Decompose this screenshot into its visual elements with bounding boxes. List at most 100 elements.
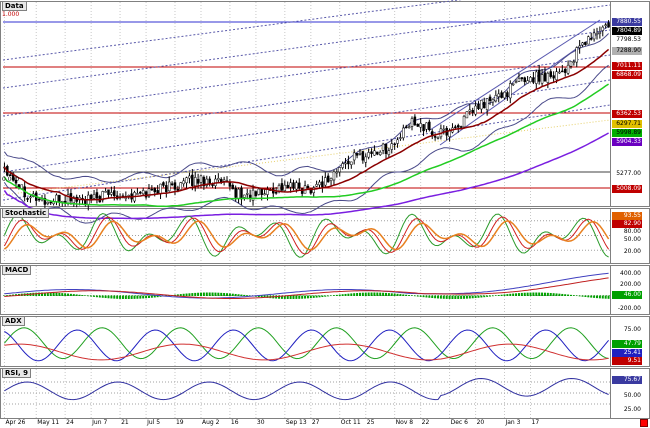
candle-body	[352, 152, 356, 161]
macd-histogram-bar	[38, 292, 41, 296]
macd-histogram-bar	[182, 293, 185, 296]
candle-body	[436, 136, 440, 139]
candle-body	[540, 74, 544, 84]
candle-body	[179, 182, 183, 190]
macd-histogram-bar	[552, 293, 555, 296]
candle-body	[286, 184, 289, 189]
candle-body	[601, 26, 605, 31]
candle-body	[370, 151, 373, 154]
macd-histogram-bar	[384, 292, 387, 296]
candle-body	[480, 99, 483, 110]
candle-body	[537, 69, 541, 82]
adx-axis-label: 47.79	[612, 340, 642, 348]
time-axis-label: 21	[121, 419, 129, 426]
macd-axis-label: -200.00	[612, 305, 642, 313]
candle-body	[260, 189, 263, 195]
macd-histogram-bar	[295, 295, 298, 299]
moving-average-green	[3, 83, 609, 208]
macd-histogram-bar	[382, 292, 385, 296]
candle-body	[170, 183, 174, 185]
candle-body	[298, 182, 301, 189]
macd-histogram-bar	[306, 295, 309, 299]
macd-axis-label: 200.00	[612, 281, 642, 289]
candle-body	[162, 182, 165, 186]
stochastic-axis-label: 82.90	[612, 220, 642, 228]
moving-average-red	[3, 48, 610, 201]
macd-histogram-bar	[500, 294, 503, 296]
corner-button[interactable]	[640, 419, 648, 427]
macd-histogram-bar	[569, 294, 572, 296]
candle-body	[347, 160, 350, 165]
macd-histogram-bar	[431, 295, 434, 299]
candle-body	[442, 128, 446, 131]
price-axis-label: 5904.33	[612, 138, 642, 146]
macd-histogram-bar	[486, 295, 489, 297]
macd-histogram-bar	[95, 295, 98, 298]
macd-histogram-bar	[344, 293, 347, 296]
stochastic-pane-label: Stochastic	[2, 208, 50, 218]
time-axis-label: 16	[230, 419, 239, 426]
macd-histogram-bar	[327, 295, 330, 297]
macd-histogram-bar	[541, 292, 544, 296]
price-axis-label: 7288.90	[612, 47, 642, 55]
candle-body	[457, 125, 460, 128]
candle-body	[55, 194, 58, 202]
stoch-slow-line	[3, 220, 610, 251]
macd-histogram-bar	[237, 294, 240, 296]
fib-level-label: 1.000	[2, 11, 20, 18]
macd-histogram-bar	[506, 294, 509, 296]
candle-body	[416, 123, 420, 127]
candle-body	[332, 171, 336, 181]
time-axis-label: Oct 11	[340, 419, 361, 426]
macd-histogram-bar	[529, 292, 532, 296]
price-axis-label: 5998.89	[612, 129, 642, 137]
macd-histogram-bar	[604, 295, 607, 299]
macd-histogram-bar	[546, 292, 549, 296]
candle-body	[231, 184, 235, 190]
adx-line	[4, 343, 609, 361]
macd-histogram-bar	[55, 292, 58, 296]
candle-body	[165, 185, 168, 193]
candle-body	[191, 174, 194, 186]
macd-pane-label: MACD	[2, 265, 32, 275]
macd-histogram-bar	[491, 295, 494, 297]
macd-histogram-bar	[52, 292, 55, 296]
macd-histogram-bar	[150, 295, 153, 298]
macd-histogram-bar	[361, 292, 364, 296]
candle-body	[167, 181, 171, 192]
macd-histogram-bar	[341, 294, 344, 296]
macd-histogram-bar	[93, 295, 96, 297]
candle-body	[509, 83, 512, 99]
macd-histogram-bar	[188, 293, 191, 296]
macd-signal-line	[4, 277, 609, 299]
candle-body	[543, 72, 547, 82]
time-axis-label: 27	[311, 419, 320, 426]
time-axis-label: Dec 6	[450, 419, 468, 426]
macd-histogram-bar	[465, 295, 468, 299]
candle-body	[390, 143, 394, 150]
macd-histogram-bar	[373, 292, 376, 296]
price-axis-label: 5277.00	[612, 170, 642, 178]
candle-body	[95, 192, 99, 199]
time-axis-label: May 11	[37, 419, 60, 426]
candle-body	[425, 122, 428, 130]
candle-body	[587, 36, 590, 45]
candle-body	[563, 68, 567, 73]
candle-body	[410, 118, 414, 127]
candle-body	[607, 22, 610, 28]
macd-histogram-bar	[58, 292, 61, 296]
macd-histogram-bar	[356, 292, 359, 296]
macd-histogram-bar	[145, 295, 148, 299]
macd-histogram-bar	[35, 292, 38, 296]
rsi-axis-label: 25.00	[612, 406, 642, 414]
candle-body	[402, 127, 405, 139]
macd-histogram-bar	[350, 293, 353, 296]
candle-body	[196, 179, 200, 184]
macd-histogram-bar	[448, 295, 451, 299]
macd-histogram-bar	[101, 295, 104, 298]
macd-histogram-bar	[9, 294, 12, 296]
price-axis-label: 5008.09	[612, 185, 642, 193]
macd-histogram-bar	[358, 292, 361, 296]
candle-body	[546, 73, 550, 83]
macd-histogram-bar	[575, 295, 578, 297]
